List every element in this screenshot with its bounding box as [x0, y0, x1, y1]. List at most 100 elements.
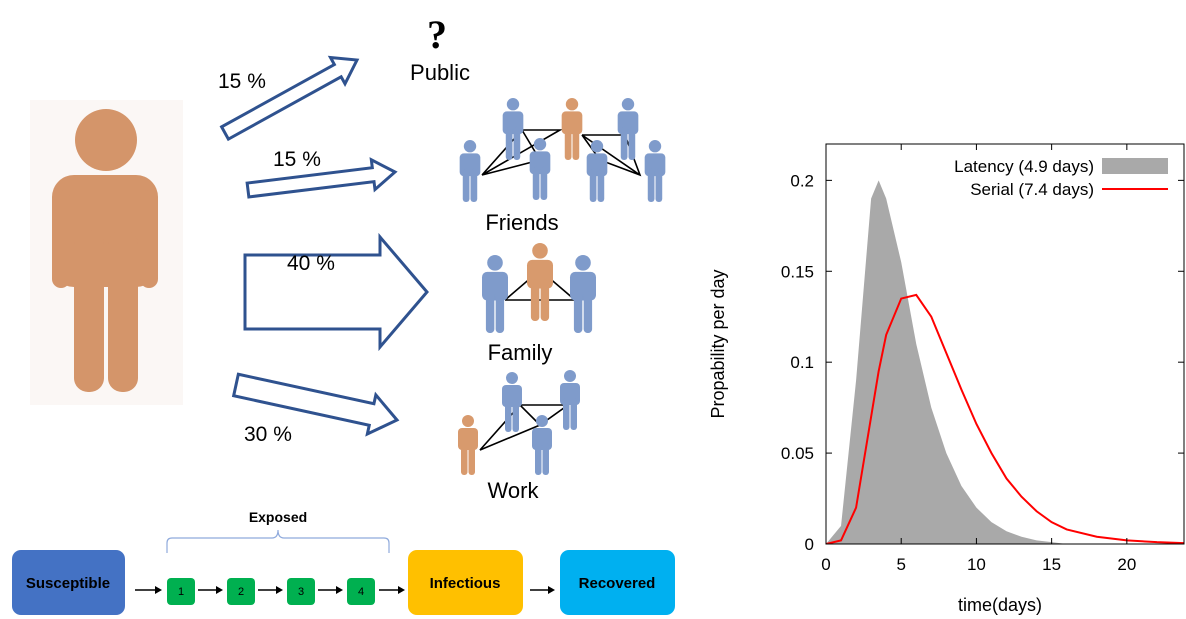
leg — [505, 400, 512, 432]
person-icon — [644, 140, 666, 202]
x-tick-label: 20 — [1117, 555, 1136, 574]
leg — [495, 291, 505, 333]
head — [575, 255, 591, 271]
person-icon — [482, 255, 508, 333]
head — [532, 243, 548, 259]
link-line — [581, 134, 642, 177]
person-icon — [586, 140, 608, 202]
leg — [470, 168, 478, 202]
leg — [468, 443, 475, 475]
head — [590, 140, 604, 153]
destination-label: Public — [410, 60, 470, 85]
person-icon — [502, 98, 524, 160]
percent-label: 15 % — [273, 148, 321, 171]
person-icon — [532, 415, 552, 475]
person-icon — [458, 415, 478, 475]
line — [826, 293, 1184, 544]
head — [462, 415, 474, 427]
x-tick-label: 10 — [967, 555, 986, 574]
head — [506, 372, 518, 384]
small-arrow-head — [398, 586, 405, 594]
leg — [535, 443, 542, 475]
head — [533, 138, 547, 151]
percent-label: 40 % — [287, 252, 335, 275]
leg — [572, 126, 580, 160]
torso — [644, 153, 666, 177]
y-tick-label: 0.1 — [790, 353, 814, 372]
leg — [485, 291, 495, 333]
leg — [461, 443, 468, 475]
leg — [597, 168, 605, 202]
person-icon — [617, 98, 639, 160]
percent-label: 15 % — [218, 70, 266, 93]
x-axis-label: time(days) — [958, 595, 1042, 615]
stage-label: Susceptible — [26, 575, 110, 592]
leg — [655, 168, 663, 202]
leg — [620, 126, 628, 160]
torso — [561, 111, 583, 135]
leg — [505, 126, 513, 160]
torso — [617, 111, 639, 135]
small-arrow-head — [276, 586, 283, 594]
flow-arrow — [231, 372, 400, 437]
leg — [563, 398, 570, 430]
person-icon — [570, 255, 596, 333]
flow-arrow — [245, 157, 398, 199]
head — [536, 415, 548, 427]
destination-label: Friends — [485, 210, 558, 235]
flow-arrow — [243, 232, 429, 352]
head — [506, 98, 520, 111]
leg — [628, 126, 636, 160]
leg — [462, 168, 470, 202]
y-axis-label: Propability per day — [708, 269, 728, 418]
x-tick-label: 15 — [1042, 555, 1061, 574]
stage-label: Recovered — [579, 575, 656, 592]
x-tick-label: 0 — [821, 555, 830, 574]
y-tick-label: 0.15 — [781, 262, 814, 281]
stage-label: 2 — [238, 586, 244, 598]
destination-label: Family — [488, 340, 553, 365]
leg — [530, 279, 540, 321]
destination-label: Work — [488, 478, 540, 503]
stage-label: 1 — [178, 586, 184, 598]
leg — [570, 398, 577, 430]
exposed-label: Exposed — [249, 509, 307, 525]
person-icon — [527, 243, 553, 321]
area — [826, 180, 1184, 544]
head — [621, 98, 635, 111]
small-arrow-head — [336, 586, 343, 594]
layout — [135, 55, 666, 594]
link-line — [504, 268, 578, 301]
stage-box — [12, 550, 125, 615]
plot-area — [826, 180, 1184, 544]
leg — [647, 168, 655, 202]
person-icon — [459, 140, 481, 202]
link-line — [479, 403, 571, 451]
small-arrow-head — [216, 586, 223, 594]
y-tick-label: 0.2 — [790, 171, 814, 190]
leg — [542, 443, 549, 475]
leg — [573, 291, 583, 333]
head — [463, 140, 477, 153]
head — [487, 255, 503, 271]
y-tick-label: 0.05 — [781, 444, 814, 463]
exposed-brace — [166, 529, 390, 553]
person-icon — [560, 370, 580, 430]
leg — [583, 291, 593, 333]
stage-label: Infectious — [430, 575, 501, 592]
stage-box — [287, 578, 315, 605]
torso — [502, 111, 524, 135]
leg — [512, 400, 519, 432]
flow-arrow — [219, 55, 360, 142]
leg — [513, 126, 521, 160]
head — [564, 370, 576, 382]
stage-label: 3 — [298, 586, 304, 598]
person-icon — [561, 98, 583, 160]
head — [648, 140, 662, 153]
leg — [564, 126, 572, 160]
legend-swatch — [1102, 158, 1168, 174]
y-tick-label: 0 — [805, 535, 814, 554]
stage-label: 4 — [358, 586, 364, 598]
public-mark: ? — [427, 12, 447, 57]
leg — [589, 168, 597, 202]
